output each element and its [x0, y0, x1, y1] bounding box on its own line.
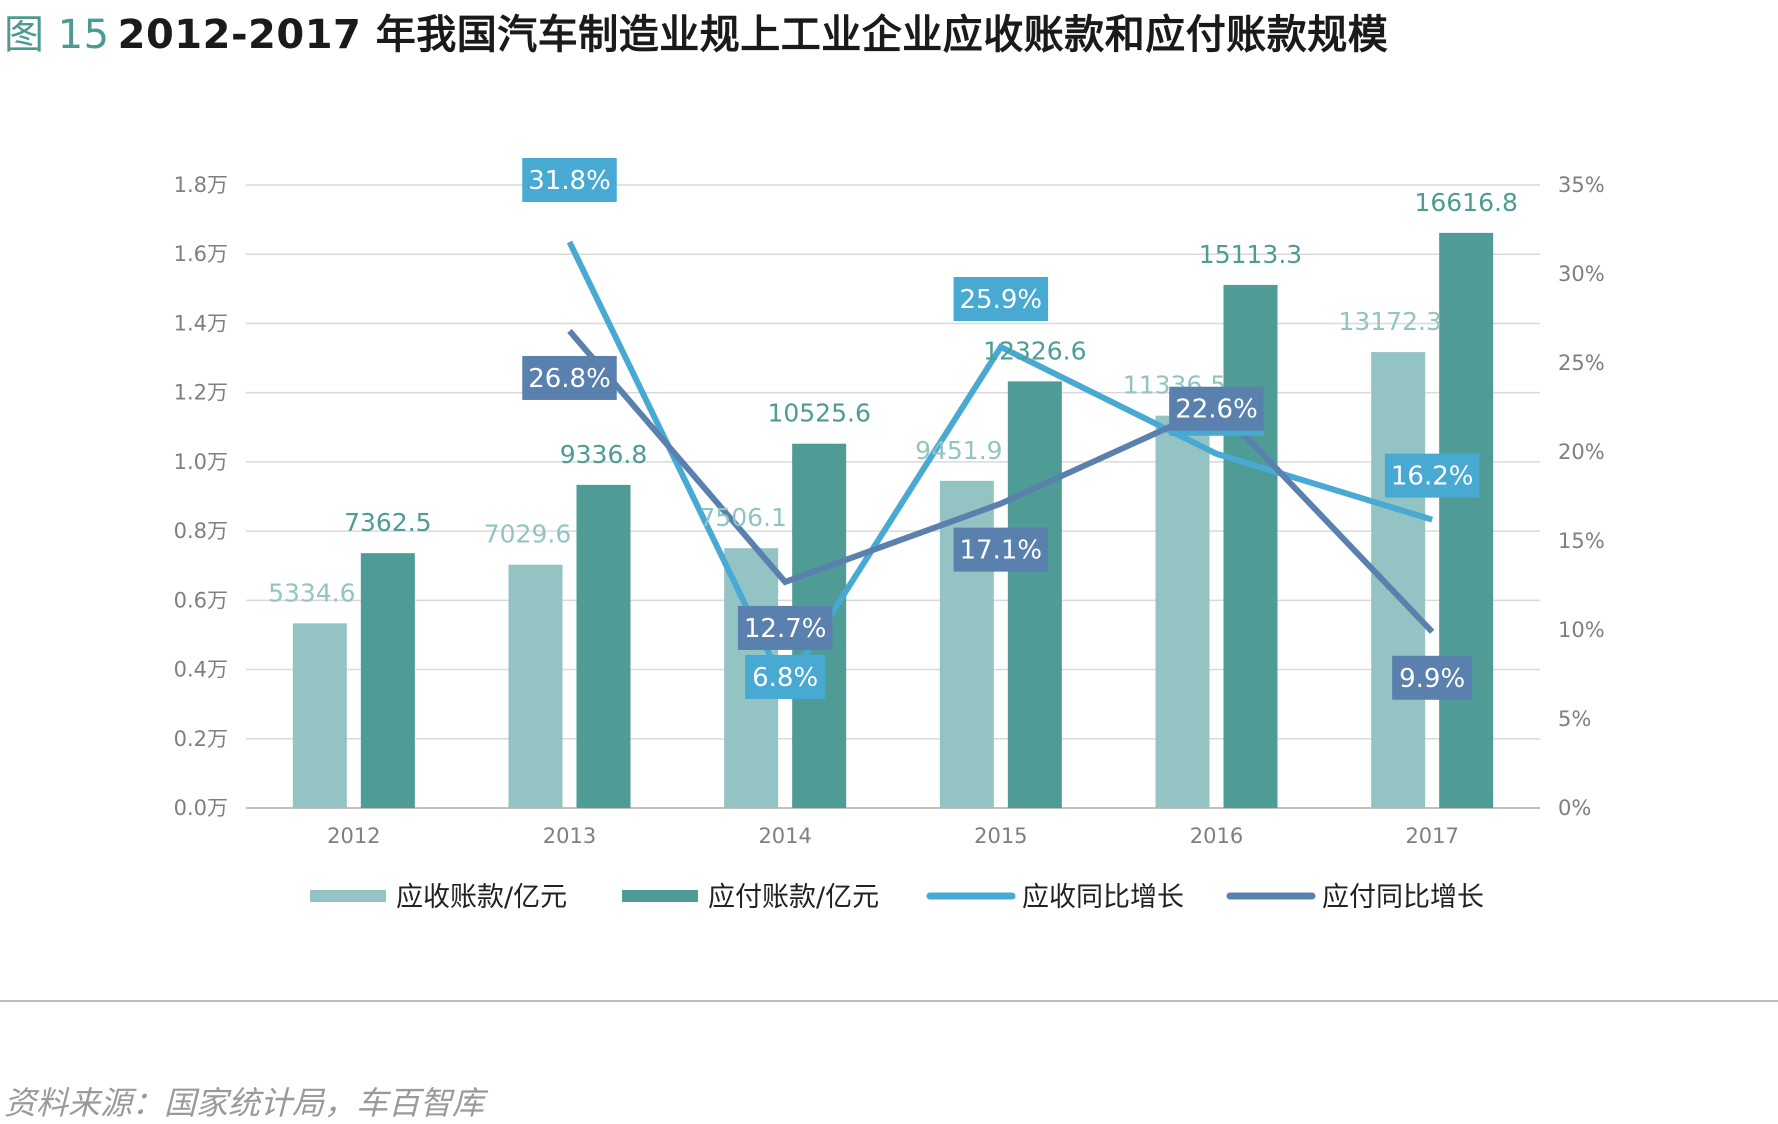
data-label-payable-growth: 9.9%	[1399, 664, 1465, 694]
x-tick-label: 2013	[543, 824, 596, 848]
figure-number: 图 15	[4, 12, 110, 58]
data-label-receivable: 7506.1	[699, 503, 786, 532]
data-label-payable-growth: 17.1%	[960, 536, 1043, 566]
x-tick-label: 2014	[758, 824, 811, 848]
title-text: 2012-2017 年我国汽车制造业规上工业企业应收账款和应付账款规模	[117, 12, 1389, 58]
data-label-receivable: 13172.3	[1338, 307, 1441, 336]
data-label-receivable-growth-box	[522, 157, 617, 202]
data-label-payable: 12326.6	[983, 336, 1086, 365]
data-label-payable-growth-box	[953, 527, 1049, 572]
data-label-receivable-growth-box	[745, 654, 826, 699]
y-left-tick-label: 1.2万	[174, 381, 228, 405]
x-tick-label: 2017	[1405, 824, 1458, 848]
bar-receivable	[292, 623, 347, 808]
data-label-receivable-growth: 25.9%	[960, 285, 1043, 315]
data-label-receivable: 7029.6	[484, 520, 571, 549]
data-label-payable: 15113.3	[1199, 240, 1302, 269]
y-left-tick-label: 0.8万	[174, 519, 228, 543]
data-label-receivable-growth-box	[1384, 453, 1480, 498]
y-right-tick-label: 25%	[1558, 351, 1605, 375]
data-label-receivable-growth-box	[953, 276, 1049, 321]
y-left-tick-label: 1.0万	[174, 450, 228, 474]
data-label-payable: 10525.6	[767, 399, 870, 428]
y-left-tick-label: 1.4万	[174, 311, 228, 335]
bar-payable	[1007, 381, 1062, 808]
line-receivable-growth	[566, 240, 1434, 694]
data-label-payable-growth-box	[1169, 386, 1264, 431]
y-right-tick-label: 0%	[1558, 796, 1591, 820]
data-label-payable-growth-box	[1392, 655, 1473, 700]
data-label-payable-growth-box	[522, 355, 617, 400]
legend-swatch	[310, 890, 386, 902]
y-left-tick-label: 1.8万	[174, 173, 228, 197]
legend-label: 应收同比增长	[1022, 882, 1184, 913]
data-label-payable: 16616.8	[1414, 188, 1517, 217]
y-left-tick-label: 0.0万	[174, 796, 228, 820]
y-left-tick-label: 0.4万	[174, 658, 228, 682]
bar-payable	[360, 553, 415, 808]
y-right-tick-label: 15%	[1558, 529, 1605, 553]
line-payable-growth	[567, 329, 1435, 634]
data-label-receivable: 9451.9	[915, 436, 1002, 465]
bar-payable	[576, 484, 631, 808]
data-label-receivable: 5334.6	[268, 578, 355, 607]
legend-label: 应付账款/亿元	[708, 882, 879, 913]
legend-label: 应收账款/亿元	[396, 882, 567, 913]
bar-payable	[1439, 232, 1494, 808]
bar-receivable	[1155, 415, 1210, 808]
y-right-tick-label: 30%	[1558, 262, 1605, 286]
y-right-tick-label: 10%	[1558, 618, 1605, 642]
x-tick-label: 2015	[974, 824, 1027, 848]
data-label-payable-growth: 12.7%	[744, 614, 827, 644]
legend-label: 应付同比增长	[1322, 882, 1484, 913]
y-left-tick-label: 1.6万	[174, 242, 228, 266]
bar-receivable	[508, 564, 563, 808]
x-tick-label: 2016	[1190, 824, 1243, 848]
data-label-payable: 7362.5	[344, 508, 431, 537]
y-left-tick-label: 0.2万	[174, 727, 228, 751]
chart-title: 图 15 2012-2017 年我国汽车制造业规上工业企业应收账款和应付账款规模	[4, 2, 1388, 60]
data-label-payable-growth: 26.8%	[528, 364, 611, 394]
y-right-tick-label: 35%	[1558, 173, 1605, 197]
data-label-receivable-growth: 6.8%	[752, 663, 818, 693]
data-label-receivable-growth: 31.8%	[528, 166, 611, 196]
legend-swatch	[622, 890, 698, 902]
data-label-payable: 9336.8	[560, 440, 647, 469]
bar-payable	[1223, 284, 1278, 809]
y-right-tick-label: 20%	[1558, 440, 1605, 464]
divider-line	[0, 1000, 1778, 1002]
data-label-payable-growth-box	[737, 605, 833, 650]
y-right-tick-label: 5%	[1558, 707, 1591, 731]
data-label-payable-growth: 22.6%	[1175, 395, 1258, 425]
x-tick-label: 2012	[327, 824, 380, 848]
data-label-receivable-growth: 16.2%	[1391, 462, 1474, 492]
source-note: 资料来源：国家统计局，车百智库	[4, 1084, 485, 1122]
y-left-tick-label: 0.6万	[174, 588, 228, 612]
